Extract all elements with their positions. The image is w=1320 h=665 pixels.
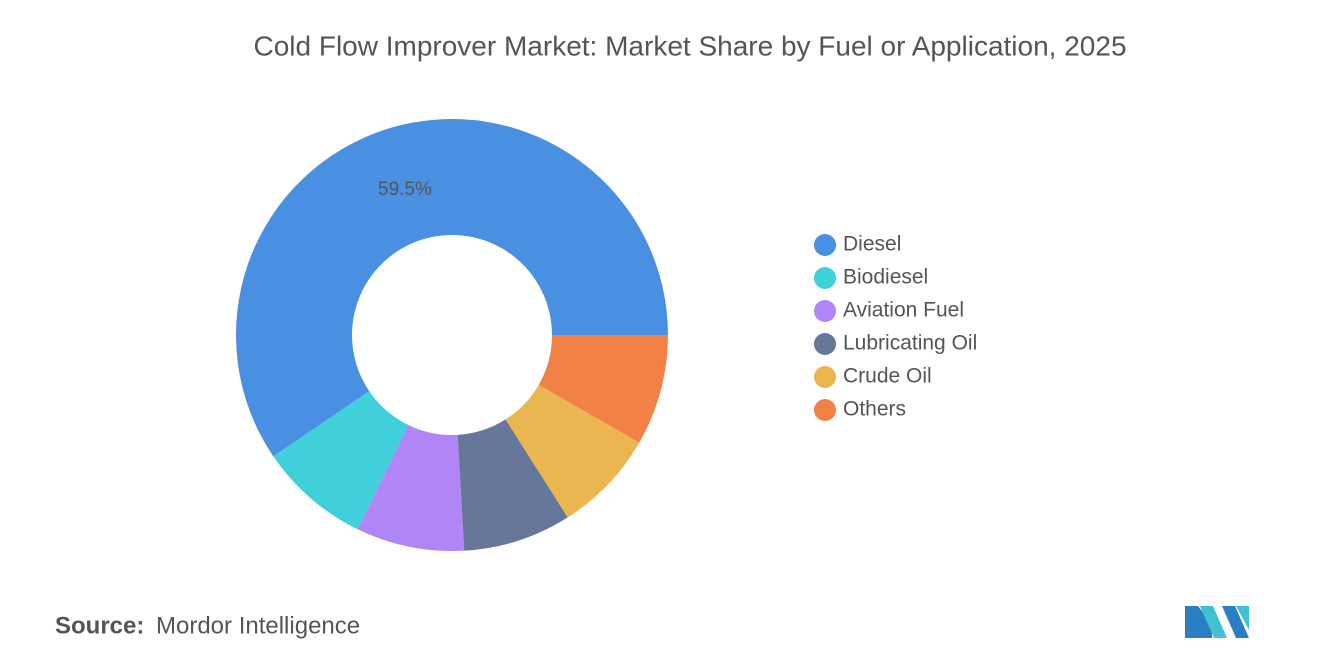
donut-slice	[273, 391, 409, 530]
donut-slice	[538, 335, 668, 443]
donut-slice	[357, 424, 465, 551]
legend-marker	[814, 333, 836, 355]
legend-marker	[814, 300, 836, 322]
legend-label: Lubricating Oil	[843, 332, 977, 355]
source-label: Source:	[55, 612, 144, 639]
logo	[1185, 606, 1249, 638]
chart-title: Cold Flow Improver Market: Market Share …	[253, 30, 1126, 61]
data-label: 59.5%	[378, 179, 432, 200]
legend-label: Biodiesel	[843, 266, 928, 289]
donut-slice	[235, 119, 668, 457]
legend-marker	[814, 399, 836, 421]
legend-label: Diesel	[843, 233, 901, 256]
legend-marker	[814, 267, 836, 289]
donut-slice	[457, 419, 568, 551]
legend-label: Crude Oil	[843, 365, 932, 388]
legend-marker	[814, 234, 836, 256]
donut-slice	[505, 384, 640, 518]
source: Mordor Intelligence	[156, 612, 360, 639]
legend-label: Aviation Fuel	[843, 299, 964, 322]
legend-marker	[814, 366, 836, 388]
legend-label: Others	[843, 398, 906, 421]
